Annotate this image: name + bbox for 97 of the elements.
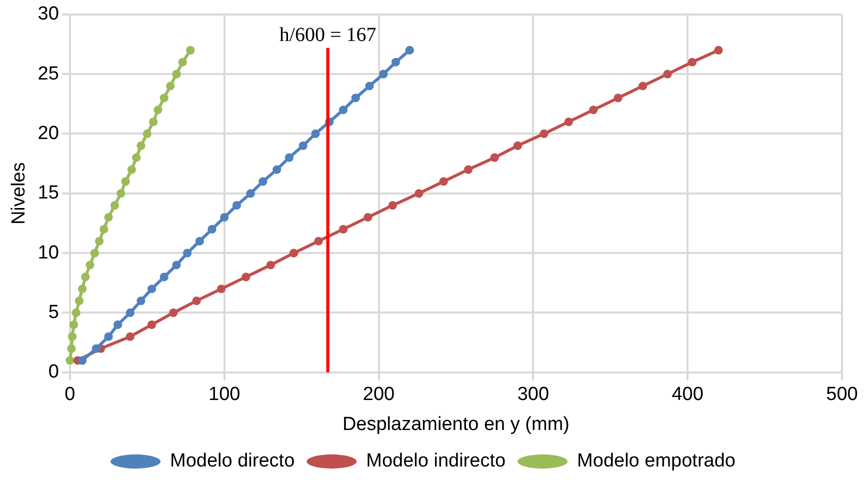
point <box>208 224 216 234</box>
point <box>172 70 181 78</box>
point <box>242 272 250 282</box>
point <box>136 141 146 150</box>
point <box>100 224 108 234</box>
point <box>314 236 323 246</box>
x-axis-title: Desplazamiento en y (mm) <box>342 414 570 435</box>
point <box>246 189 255 198</box>
point <box>266 260 275 270</box>
point <box>81 272 90 282</box>
point <box>714 46 723 54</box>
point <box>186 46 195 54</box>
y-tick-label: 30 <box>38 4 59 25</box>
point <box>405 46 414 54</box>
point <box>638 82 648 90</box>
y-tick-label: 10 <box>38 242 59 264</box>
point <box>127 165 136 174</box>
ref-line-label: h/600 = 167 <box>279 24 376 46</box>
point <box>147 284 156 294</box>
y-axis-title: Niveles <box>8 162 30 225</box>
point <box>182 248 192 258</box>
point <box>104 212 113 222</box>
point <box>388 201 397 210</box>
point <box>169 308 178 318</box>
point <box>284 153 294 162</box>
point <box>69 320 78 329</box>
y-tick-label: 20 <box>38 122 59 144</box>
point <box>90 248 99 258</box>
point <box>142 129 152 138</box>
point <box>338 224 348 234</box>
point <box>67 344 76 353</box>
point <box>154 106 162 114</box>
point <box>126 308 134 318</box>
point <box>220 212 229 222</box>
x-tick-label: 200 <box>362 384 395 406</box>
point <box>379 70 388 78</box>
point <box>178 58 187 66</box>
point <box>540 129 548 138</box>
point <box>104 332 113 341</box>
point <box>160 94 168 102</box>
x-tick-label: 100 <box>208 384 240 406</box>
point <box>688 58 697 66</box>
point <box>192 296 201 306</box>
point <box>86 260 94 270</box>
point <box>490 153 499 162</box>
x-tick-label: 400 <box>672 384 704 406</box>
point <box>136 296 146 306</box>
x-tick-label: 0 <box>64 384 76 406</box>
point <box>351 94 360 102</box>
point <box>114 320 122 329</box>
point <box>78 356 87 365</box>
legend-label: Modelo directo <box>170 450 295 472</box>
point <box>126 332 134 341</box>
point <box>116 189 126 198</box>
y-tick-label: 15 <box>38 182 59 204</box>
point <box>513 141 522 150</box>
point <box>232 201 241 210</box>
point <box>365 82 374 90</box>
x-tick-label: 300 <box>517 384 550 406</box>
legend-label: Modelo indirecto <box>366 450 506 472</box>
point <box>663 70 672 78</box>
point <box>149 118 158 126</box>
point <box>464 165 473 174</box>
x-tick-label: 500 <box>826 384 858 406</box>
point <box>338 106 348 114</box>
point <box>216 284 226 294</box>
point <box>68 332 77 341</box>
point <box>72 308 80 318</box>
point <box>439 177 448 186</box>
point <box>391 58 400 66</box>
point <box>272 165 282 174</box>
point <box>147 320 156 329</box>
point <box>66 356 74 365</box>
point <box>290 248 298 258</box>
point <box>364 212 372 222</box>
point <box>614 94 622 102</box>
point <box>414 189 424 198</box>
point <box>94 236 104 246</box>
point <box>564 118 573 126</box>
point <box>172 260 181 270</box>
point <box>589 106 598 114</box>
point <box>258 177 268 186</box>
point <box>298 141 308 150</box>
y-tick-label: 5 <box>48 302 59 323</box>
point <box>74 296 84 306</box>
point <box>132 153 141 162</box>
point <box>121 177 130 186</box>
y-tick-label: 25 <box>38 63 59 84</box>
point <box>78 284 87 294</box>
legend-label: Modelo empotrado <box>577 450 736 472</box>
point <box>195 236 204 246</box>
point <box>160 272 168 282</box>
point <box>110 201 120 210</box>
point <box>311 129 320 138</box>
y-tick-label: 0 <box>48 362 59 383</box>
point <box>92 344 100 353</box>
point <box>166 82 175 90</box>
